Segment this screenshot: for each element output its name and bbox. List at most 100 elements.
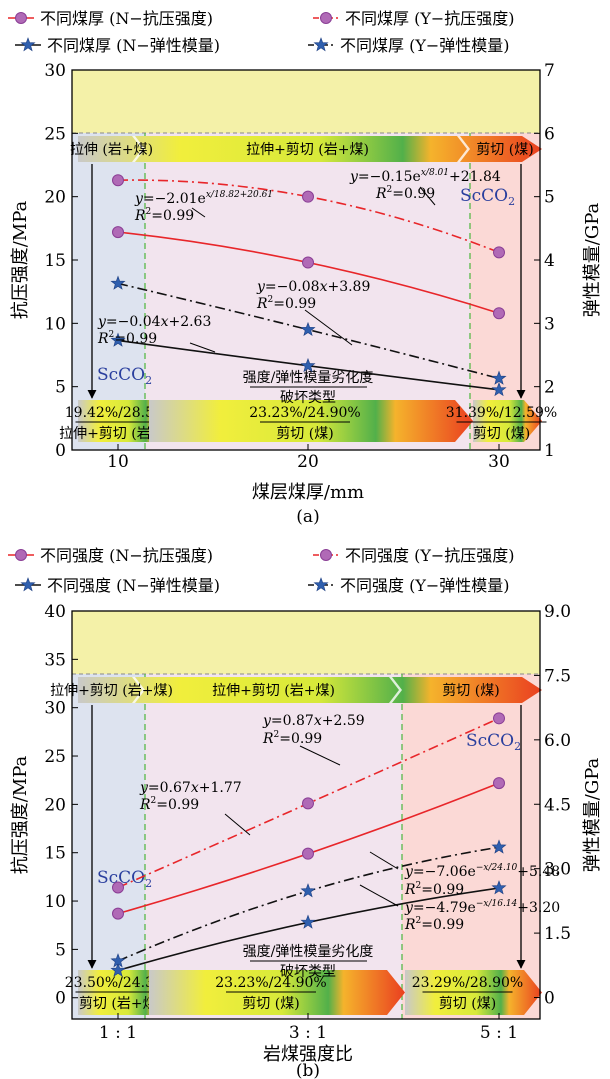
annotation-leader <box>304 309 353 346</box>
left-tick-label: 25 <box>44 747 66 767</box>
data-point-star <box>110 953 126 968</box>
x-axis-title: 煤层煤厚/mm <box>252 482 364 503</box>
right-tick-label: 4 <box>544 251 555 271</box>
data-point-star <box>491 381 507 397</box>
x-axis-title: 岩煤强度比 <box>263 1044 353 1065</box>
data-point-circle <box>493 246 505 259</box>
fit-equation: y=−0.15ex/8.01+21.84 <box>349 168 501 185</box>
left-tick-label: 0 <box>55 441 66 461</box>
legend-label: 不同煤厚 (N−抗压强度) <box>40 9 213 28</box>
eq-body: =−2.01e <box>143 191 206 207</box>
failure-type: 剪切 (煤) <box>242 996 299 1012</box>
eq-tail: +2.59 <box>322 713 365 729</box>
legend-label: 不同煤厚 (N−弹性模量) <box>47 36 220 55</box>
fit-equation: y=−4.79e−x/16.14+3.20 <box>404 899 560 916</box>
x-tick-label: 3 : 1 <box>289 1023 327 1043</box>
r2-val: =0.99 <box>421 917 464 933</box>
eq-var: y <box>404 864 414 880</box>
top-band <box>72 611 540 674</box>
right-tick-label: 3 <box>544 314 555 334</box>
data-point-circle <box>493 712 505 725</box>
degradation-ratio: 23.23%/24.90% <box>249 405 360 421</box>
r-squared: R2=0.99 <box>262 730 322 747</box>
x-tick-label: 20 <box>297 452 319 472</box>
eq-exponent: x/18.82+20.61 <box>206 190 273 200</box>
legend-label: 不同强度 (Y−弹性模量) <box>340 576 510 595</box>
left-tick-label: 35 <box>44 650 66 670</box>
data-point-circle <box>112 174 124 187</box>
data-point-star <box>491 880 507 895</box>
scco2-label-right: ScCO2 <box>466 731 521 753</box>
left-tick-label: 10 <box>44 892 66 912</box>
x-tick-label: 5 : 1 <box>480 1023 518 1043</box>
note-line1: 强度/弹性模量劣化度 <box>243 944 374 960</box>
legend-item: 不同煤厚 (Y−抗压强度) <box>313 9 515 28</box>
eq-var: y <box>349 169 359 185</box>
top-arrow-label: 剪切 (煤) <box>476 142 533 158</box>
r2-exp: 2 <box>416 916 422 926</box>
x-tick-label: 10 <box>107 452 129 472</box>
legend-circle-marker <box>15 12 27 24</box>
data-point-circle <box>302 256 314 269</box>
right-tick-label: 1 <box>544 441 555 461</box>
r2-val: =0.99 <box>151 208 194 224</box>
r2-val: =0.99 <box>156 797 199 813</box>
degradation-ratio: 23.29%/28.90% <box>412 975 523 991</box>
annotation-leader <box>419 186 436 206</box>
annotation-leader <box>224 813 251 836</box>
fit-equation: y=−2.01ex/18.82+20.61 <box>134 190 273 207</box>
right-tick-label: 1.5 <box>544 924 571 944</box>
x-tick-label: 30 <box>488 452 510 472</box>
annotation-leader <box>191 207 206 218</box>
data-point-circle <box>493 777 505 790</box>
chart-panel-b: 不同强度 (N−抗压强度) 不同强度 (Y−抗压强度) 不同强度 (N−弹性模量) 不… <box>8 546 603 1079</box>
eq-body: =−0.15e <box>358 169 421 185</box>
data-point-star <box>491 839 507 854</box>
data-point-circle <box>302 190 314 203</box>
legend-label: 不同强度 (Y−抗压强度) <box>345 546 515 565</box>
right-tick-label: 4.5 <box>544 795 571 815</box>
r2-exp: 2 <box>268 295 274 305</box>
eq-tail: +5.48 <box>517 864 560 880</box>
region-3 <box>470 133 540 450</box>
left-tick-label: 0 <box>55 989 66 1009</box>
legend-label: 不同煤厚 (Y−弹性模量) <box>340 36 510 55</box>
region-2 <box>145 133 470 450</box>
eq-body: =−7.06e <box>413 864 476 880</box>
eq-body: =−0.04 <box>106 314 161 330</box>
r2-exp: 2 <box>109 330 115 340</box>
y-axis-title-right: 弹性模量/GPa <box>582 757 603 872</box>
chevron <box>132 677 145 703</box>
fit-equation: y=−7.06e−x/24.10+5.48 <box>404 863 560 880</box>
data-point-star <box>300 357 316 373</box>
fit-equation: y=0.87x+2.59 <box>262 713 365 729</box>
data-point-circle <box>302 797 314 810</box>
r2-var: R <box>404 882 416 898</box>
panel-label: (b) <box>296 1061 320 1079</box>
top-arrow-label: 剪切 (煤) <box>442 683 499 699</box>
right-tick-label: 0 <box>544 989 555 1009</box>
legend-circle-marker <box>320 12 332 24</box>
legend-item: 不同煤厚 (N−抗压强度) <box>8 9 213 28</box>
chevron <box>389 677 402 703</box>
legend-circle-marker <box>320 549 332 561</box>
r2-var: R <box>375 186 387 202</box>
left-tick-label: 15 <box>44 844 66 864</box>
data-point-star <box>491 370 507 385</box>
r2-var: R <box>256 296 268 312</box>
fit-equation: y=−0.08x+3.89 <box>256 279 370 295</box>
y-axis-title-right: 弹性模量/GPa <box>582 202 603 317</box>
scco2-sub: 2 <box>508 195 515 208</box>
top-arrow-label: 拉伸 (岩+煤) <box>70 142 153 158</box>
failure-type: 剪切 (煤) <box>439 996 496 1012</box>
eq-body: =−0.08 <box>265 279 320 295</box>
bottom-arrow-banner <box>149 400 473 442</box>
legend-item: 不同强度 (N−弹性模量) <box>15 576 220 595</box>
region-1 <box>72 133 145 450</box>
data-point-circle <box>493 307 505 320</box>
legend-label: 不同强度 (N−抗压强度) <box>40 546 213 565</box>
scco2-sub: 2 <box>145 877 152 890</box>
legend-item: 不同强度 (Y−抗压强度) <box>313 546 515 565</box>
note-line2: 破坏类型 <box>280 390 336 406</box>
scco2-label-left: ScCO2 <box>97 868 152 890</box>
